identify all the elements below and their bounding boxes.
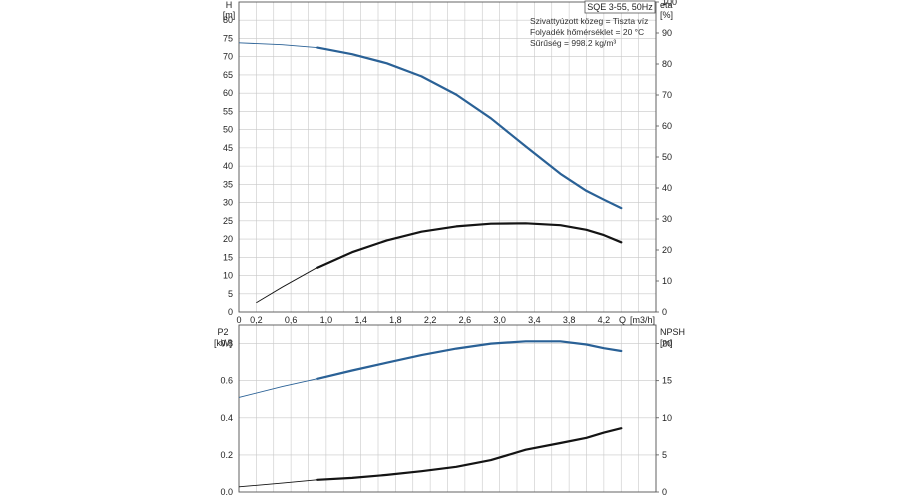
x-tick-label: 1,4 [354, 315, 367, 325]
y-right-tick-label: 40 [662, 183, 672, 193]
flow-axis-label: Q [619, 315, 626, 325]
y-right-tick-label: 100 [662, 0, 677, 7]
series-line-operating [316, 427, 623, 481]
y-left-tick-label: 25 [223, 216, 233, 226]
y-left-tick-label: 50 [223, 125, 233, 135]
y-right-tick-label: 20 [662, 339, 672, 349]
chart-title: SQE 3-55, 50Hz [587, 2, 653, 12]
y-left-tick-label: 45 [223, 143, 233, 153]
y-left-tick-label: 0.2 [220, 450, 233, 460]
x-tick-label: 2,6 [459, 315, 472, 325]
y-right-tick-label: 0 [662, 487, 667, 497]
y-right-tick-label: 80 [662, 59, 672, 69]
title-box [584, 0, 656, 14]
series-line-operating [316, 46, 623, 210]
power-axis-label: P2 [217, 327, 228, 337]
y-right-tick-label: 10 [662, 413, 672, 423]
y-left-tick-label: 0.0 [220, 487, 233, 497]
y-left-tick-label: 40 [223, 161, 233, 171]
y-left-tick-label: 80 [223, 15, 233, 25]
x-tick-label: 2,2 [424, 315, 437, 325]
y-left-tick-label: 70 [223, 52, 233, 62]
head-axis-label: H [226, 0, 233, 10]
lower-plot: 0.0 0.2 0.4 0.6 0.8 0 5 10 15 20 P2 [kW] NPSH [m… [214, 324, 685, 497]
eta-axis-unit: [%] [660, 10, 673, 20]
x-tick-label: 0 [236, 315, 241, 325]
y-right-tick-label: 50 [662, 152, 672, 162]
x-tick-label: 3,8 [563, 315, 576, 325]
y-left-tick-label: 55 [223, 106, 233, 116]
y-left-tick-label: 75 [223, 33, 233, 43]
y-right-tick-label: 30 [662, 214, 672, 224]
upper-grid [238, 1, 657, 313]
y-right-tick-label: 20 [662, 245, 672, 255]
series-line-operating [316, 340, 623, 380]
npsh-axis-unit: [m] [660, 338, 673, 348]
y-right-tick-label: 60 [662, 121, 672, 131]
flow-axis-unit: [m3/h] [630, 315, 655, 325]
y-left-tick-label: 65 [223, 70, 233, 80]
x-tick-label: 3,0 [493, 315, 506, 325]
y-right-tick-label: 10 [662, 276, 672, 286]
x-tick-label: 0,2 [250, 315, 263, 325]
y-left-tick-label: 0 [228, 307, 233, 317]
upper-series [238, 42, 623, 304]
y-left-tick-label: 15 [223, 252, 233, 262]
y-left-tick-label: 0.4 [220, 413, 233, 423]
upper-x-ticks: 0 0,2 0,6 1,0 1,4 1,8 2,2 2,6 3,0 3,4 3,8 4,2 [236, 315, 610, 325]
plot-frame [238, 324, 657, 493]
lower-y-left-ticks: 0.0 0.2 0.4 0.6 0.8 [220, 339, 233, 497]
condition-density: Sűrűség = 998.2 kg/m³ [530, 38, 616, 48]
upper-y-right-ticks: 0 10 20 30 40 50 60 70 80 90 100 [656, 0, 677, 317]
power-axis-unit: [kW] [214, 338, 232, 348]
series-line-thin [256, 222, 622, 304]
npsh-axis-label: NPSH [660, 327, 685, 337]
y-right-tick-label: 15 [662, 376, 672, 386]
y-left-tick-label: 0.6 [220, 376, 233, 386]
x-tick-label: 0,6 [285, 315, 298, 325]
x-tick-label: 3,4 [528, 315, 541, 325]
x-tick-label: 1,8 [389, 315, 402, 325]
x-tick-label: 1,0 [320, 315, 333, 325]
y-right-tick-label: 0 [662, 307, 667, 317]
x-tick-label: 4,2 [598, 315, 611, 325]
series-line-operating [316, 222, 623, 269]
y-left-tick-label: 35 [223, 179, 233, 189]
condition-temperature: Folyadék hőmérséklet = 20 °C [530, 27, 644, 37]
upper-y-left-ticks: 0 5 10 15 20 25 30 35 40 45 50 55 60 65 70 75 80 [223, 15, 233, 317]
y-right-tick-label: 90 [662, 28, 672, 38]
y-left-tick-label: 5 [228, 289, 233, 299]
lower-series [238, 340, 623, 488]
y-left-tick-label: 10 [223, 271, 233, 281]
eta-axis-label: eta [660, 0, 673, 10]
condition-fluid: Szivattyúzott közeg = Tiszta víz [530, 16, 648, 26]
y-left-tick-label: 60 [223, 88, 233, 98]
y-left-tick-label: 0.8 [220, 339, 233, 349]
y-left-tick-label: 30 [223, 198, 233, 208]
upper-plot: 0 5 10 15 20 25 30 35 40 45 50 55 60 65 70 75 80 0 10 20 30… [223, 0, 677, 325]
y-right-tick-label: 70 [662, 90, 672, 100]
y-right-tick-label: 5 [662, 450, 667, 460]
y-left-tick-label: 20 [223, 234, 233, 244]
head-axis-unit: [m] [223, 10, 236, 20]
lower-y-right-ticks: 0 5 10 15 20 [656, 339, 672, 497]
